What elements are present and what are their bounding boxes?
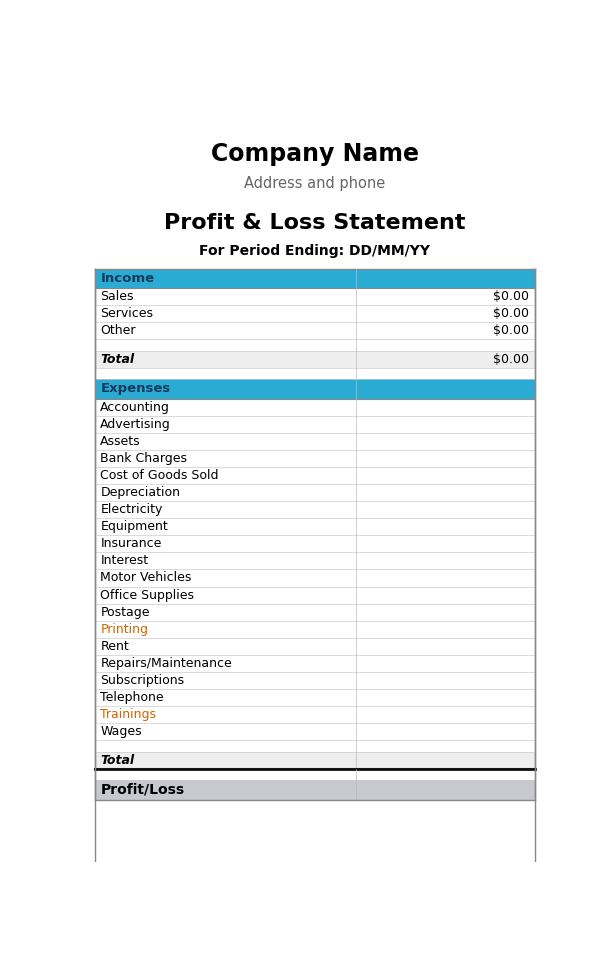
Text: $0.00: $0.00 xyxy=(493,324,529,338)
Bar xyxy=(95,672,535,689)
Text: Cost of Goods Sold: Cost of Goods Sold xyxy=(100,469,219,482)
Bar xyxy=(95,484,535,501)
Text: For Period Ending: DD/MM/YY: For Period Ending: DD/MM/YY xyxy=(199,244,430,257)
Text: Services: Services xyxy=(100,307,154,320)
Text: Address and phone: Address and phone xyxy=(244,176,386,191)
Text: Postage: Postage xyxy=(100,606,150,619)
Text: Profit & Loss Statement: Profit & Loss Statement xyxy=(164,213,465,233)
Bar xyxy=(95,305,535,322)
Text: $0.00: $0.00 xyxy=(493,290,529,303)
Text: Motor Vehicles: Motor Vehicles xyxy=(100,571,192,585)
Text: $0.00: $0.00 xyxy=(493,352,529,366)
Text: Repairs/Maintenance: Repairs/Maintenance xyxy=(100,657,232,670)
Bar xyxy=(95,553,535,569)
Text: Advertising: Advertising xyxy=(100,417,171,431)
Text: Trainings: Trainings xyxy=(100,709,156,721)
Bar xyxy=(95,467,535,484)
Bar xyxy=(95,340,535,350)
Bar xyxy=(95,769,535,780)
Bar xyxy=(95,350,535,368)
Text: Electricity: Electricity xyxy=(100,503,163,516)
Bar xyxy=(95,741,535,751)
Bar xyxy=(95,322,535,340)
Text: Assets: Assets xyxy=(100,435,141,448)
Bar xyxy=(95,288,535,305)
Text: Telephone: Telephone xyxy=(100,691,164,704)
Bar xyxy=(95,569,535,587)
Bar xyxy=(95,707,535,723)
Text: Interest: Interest xyxy=(100,555,149,567)
Bar xyxy=(95,378,535,399)
Text: Bank Charges: Bank Charges xyxy=(100,452,187,465)
Bar xyxy=(95,689,535,707)
Bar xyxy=(95,518,535,535)
Text: Office Supplies: Office Supplies xyxy=(100,589,194,601)
Text: Sales: Sales xyxy=(100,290,134,303)
Bar xyxy=(95,604,535,620)
Text: Printing: Printing xyxy=(100,622,148,636)
Bar xyxy=(95,535,535,553)
Text: Total: Total xyxy=(100,754,134,767)
Bar xyxy=(95,780,535,800)
Text: Equipment: Equipment xyxy=(100,520,168,533)
Text: Company Name: Company Name xyxy=(211,142,419,166)
Bar xyxy=(95,399,535,415)
Bar xyxy=(95,751,535,769)
Text: Wages: Wages xyxy=(100,725,142,739)
Text: Profit/Loss: Profit/Loss xyxy=(100,783,184,797)
Bar xyxy=(95,501,535,518)
Bar xyxy=(95,268,535,288)
Bar xyxy=(95,415,535,433)
Text: Rent: Rent xyxy=(100,640,129,652)
Text: Depreciation: Depreciation xyxy=(100,486,181,499)
Bar xyxy=(95,638,535,655)
Bar xyxy=(95,587,535,604)
Text: Other: Other xyxy=(100,324,136,338)
Text: Income: Income xyxy=(100,272,154,285)
Bar xyxy=(95,433,535,450)
Text: Accounting: Accounting xyxy=(100,401,170,413)
Text: Expenses: Expenses xyxy=(100,382,171,395)
Text: Total: Total xyxy=(100,352,134,366)
Bar xyxy=(95,620,535,638)
Text: Subscriptions: Subscriptions xyxy=(100,674,184,687)
Text: $0.00: $0.00 xyxy=(493,307,529,320)
Bar xyxy=(95,723,535,741)
Bar xyxy=(95,655,535,672)
Bar xyxy=(95,450,535,467)
Text: Insurance: Insurance xyxy=(100,537,161,550)
Bar xyxy=(95,368,535,378)
